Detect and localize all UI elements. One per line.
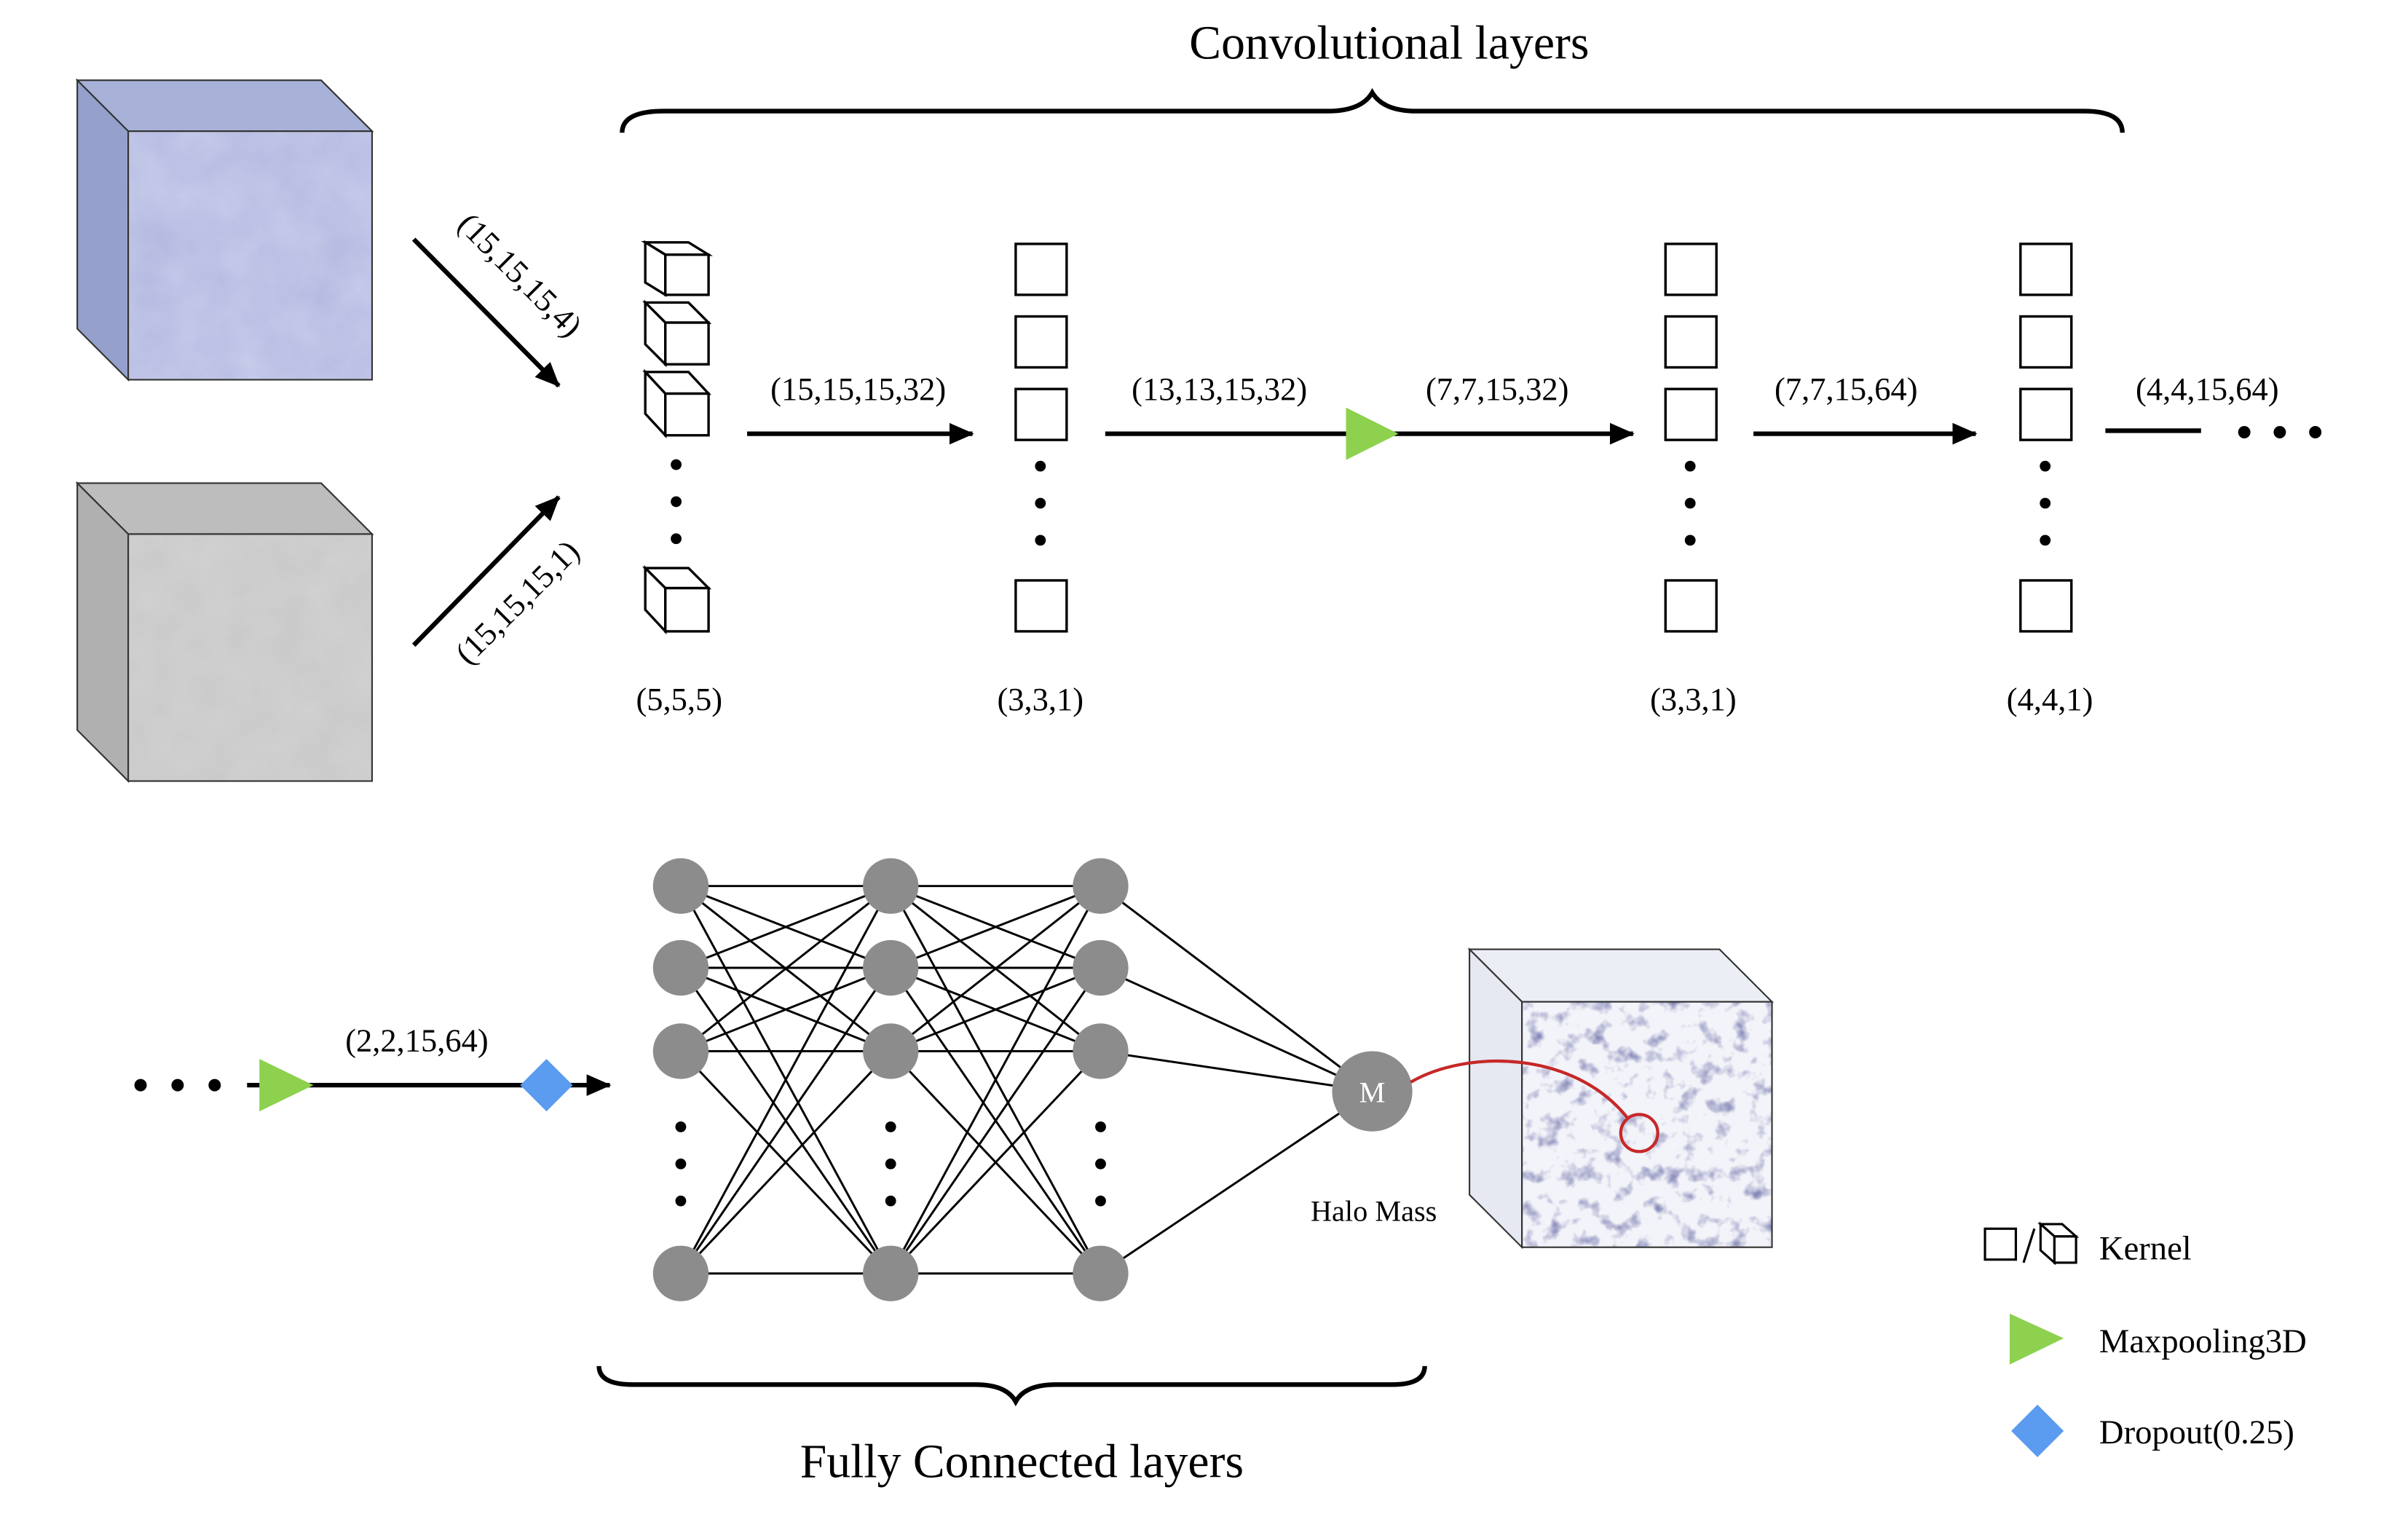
flow-label-1: (15,15,15,32) bbox=[770, 371, 946, 407]
kernel-2d bbox=[1014, 579, 1068, 633]
neuron bbox=[1073, 1245, 1129, 1301]
green-triangle-icon bbox=[2009, 1313, 2064, 1365]
input-cube-color bbox=[75, 78, 374, 382]
dense-edge bbox=[1100, 966, 1373, 1092]
neuron bbox=[652, 1023, 709, 1079]
conv-layers-title: Convolutional layers bbox=[1189, 17, 1589, 70]
input-arrow-2-label: (15,15,15,1) bbox=[448, 533, 586, 671]
kernel-3d-1 bbox=[641, 240, 714, 297]
kernel-3d-4 bbox=[642, 564, 712, 635]
conv-layers-brace bbox=[620, 87, 2125, 133]
output-node bbox=[1332, 1051, 1413, 1132]
input-arrow-1-label: (15,15,15,4) bbox=[451, 205, 589, 344]
dense-edge bbox=[890, 966, 1102, 1052]
kernel-2d bbox=[1014, 387, 1068, 441]
dense-edge bbox=[679, 967, 892, 1274]
legend-label-maxpool: Maxpooling3D bbox=[2099, 1322, 2307, 1360]
neuron bbox=[863, 858, 919, 914]
fc-layers-title: Fully Connected layers bbox=[800, 1435, 1244, 1489]
dense-layer-1 bbox=[652, 858, 709, 1301]
dropout-diamond-icon bbox=[520, 1059, 573, 1112]
dense-edge bbox=[679, 1050, 892, 1274]
neuron bbox=[863, 939, 919, 996]
continuation-dots-top bbox=[2238, 426, 2322, 438]
legend-label-kernel: Kernel bbox=[2099, 1230, 2192, 1268]
dense-edge bbox=[1100, 885, 1373, 1092]
kernel-label-4: (4,4,1) bbox=[2007, 681, 2093, 717]
flow-label-3: (7,7,15,32) bbox=[1426, 371, 1569, 407]
dense-edge bbox=[1100, 1050, 1373, 1093]
flow-label-4: (7,7,15,64) bbox=[1775, 371, 1918, 407]
dense-edge bbox=[679, 885, 892, 1274]
dense-edge bbox=[889, 967, 1102, 1274]
kernel-2d bbox=[1664, 579, 1718, 633]
dense-edge bbox=[890, 885, 1102, 969]
dense-edge bbox=[680, 885, 892, 1052]
flow-label-5: (4,4,15,64) bbox=[2136, 371, 2279, 407]
kernel-column-4-ellipsis bbox=[2040, 460, 2051, 546]
dense-edge bbox=[680, 966, 891, 1052]
legend-label-dropout: Dropout(0.25) bbox=[2099, 1413, 2294, 1451]
maxpool-triangle-icon bbox=[259, 1059, 314, 1112]
halo-density-cube bbox=[1467, 947, 1775, 1250]
dense-layer-edges bbox=[679, 885, 1373, 1275]
flow-label-bottom: (2,2,15,64) bbox=[345, 1022, 489, 1058]
kernel-icon bbox=[1983, 1221, 2080, 1266]
kernel-2d bbox=[2019, 243, 2073, 296]
neuron bbox=[652, 858, 709, 914]
legend: Kernel Maxpooling3D Dropout(0.25) bbox=[1983, 1221, 2307, 1457]
neuron bbox=[1073, 1023, 1129, 1079]
kernel-label-1: (5,5,5) bbox=[636, 681, 722, 717]
kernel-column-2 bbox=[1014, 243, 1068, 633]
kernel-column-3 bbox=[1664, 243, 1718, 633]
neuron bbox=[863, 1023, 919, 1079]
dense-edge bbox=[1100, 1090, 1373, 1274]
continuation-dots-bottom bbox=[134, 1079, 221, 1092]
dense-edge bbox=[889, 885, 1102, 1274]
kernel-2d bbox=[2019, 579, 2073, 633]
output-node-label: M bbox=[1359, 1076, 1386, 1108]
dense-ellipsis bbox=[675, 1121, 1106, 1207]
kernel-2d bbox=[1664, 315, 1718, 369]
fc-layers-brace bbox=[596, 1365, 1427, 1407]
kernel-2d bbox=[1014, 243, 1068, 296]
input-arrow-2 bbox=[411, 495, 561, 647]
halo-pointer-line bbox=[1410, 1060, 1630, 1121]
maxpool-triangle-icon bbox=[1346, 407, 1399, 460]
dense-layer-3 bbox=[1073, 858, 1129, 1301]
neuron bbox=[1073, 939, 1129, 996]
kernel-2d bbox=[2019, 315, 2073, 369]
kernel-3d-2 bbox=[642, 299, 712, 368]
input-cube-gray bbox=[75, 481, 374, 784]
output-label: Halo Mass bbox=[1311, 1195, 1437, 1228]
dense-edge bbox=[890, 1050, 1102, 1274]
kernel-label-3: (3,3,1) bbox=[1650, 681, 1737, 717]
neuron bbox=[863, 1245, 919, 1301]
dense-layer-2 bbox=[863, 858, 919, 1301]
flow-label-2: (13,13,15,32) bbox=[1132, 371, 1307, 407]
kernel-label-2: (3,3,1) bbox=[997, 681, 1083, 717]
neuron bbox=[1073, 858, 1129, 914]
kernel-2d bbox=[1014, 315, 1068, 369]
input-arrow-1 bbox=[411, 237, 561, 388]
kernel-column-3-ellipsis bbox=[1684, 460, 1696, 546]
dense-edge bbox=[680, 885, 891, 969]
kernel-column-1-ellipsis bbox=[671, 459, 682, 545]
kernel-column-4 bbox=[2019, 243, 2073, 633]
kernel-2d bbox=[2019, 387, 2073, 441]
blue-diamond-icon bbox=[2011, 1404, 2064, 1457]
halo-highlight-circle bbox=[1619, 1113, 1659, 1154]
kernel-2d bbox=[1664, 387, 1718, 441]
kernel-column-1 bbox=[641, 240, 714, 635]
kernel-column-2-ellipsis bbox=[1035, 460, 1046, 546]
neuron bbox=[652, 939, 709, 996]
dense-edge bbox=[890, 885, 1102, 1052]
neuron bbox=[652, 1245, 709, 1301]
kernel-3d-3 bbox=[642, 368, 711, 439]
kernel-2d bbox=[1664, 243, 1718, 296]
